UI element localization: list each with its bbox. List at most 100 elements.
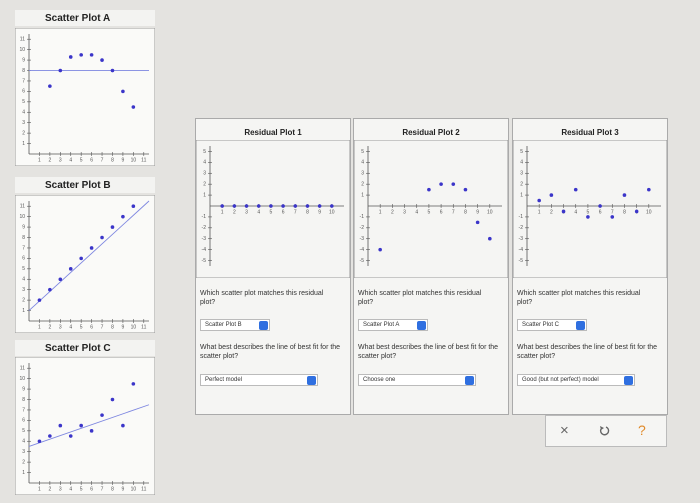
x-tick-label: 5 <box>80 157 83 163</box>
x-tick-label: 7 <box>611 209 614 215</box>
y-tick-label: 4 <box>22 110 25 116</box>
x-tick-label: 11 <box>141 157 146 163</box>
question: What best describes the line of best fit… <box>517 344 658 360</box>
x-tick-label: 5 <box>587 209 590 215</box>
point <box>48 287 52 292</box>
y-tick-label: 3 <box>361 171 364 177</box>
select-arrow[interactable] <box>465 376 474 385</box>
point <box>317 204 322 208</box>
answer-select[interactable]: Good (but not perfect) model <box>517 374 635 386</box>
y-tick-label: 7 <box>22 407 25 413</box>
point <box>439 182 443 186</box>
y-tick-label: 3 <box>22 449 25 455</box>
point <box>573 187 578 192</box>
fit-line <box>28 200 150 311</box>
x-tick-label: 5 <box>80 324 83 330</box>
x-tick-label: 10 <box>131 157 137 163</box>
select-arrow[interactable] <box>307 376 316 385</box>
x-tick-label: 1 <box>379 209 382 215</box>
point <box>256 204 261 208</box>
y-tick-label: -5 <box>202 258 207 264</box>
point <box>37 298 42 302</box>
y-tick-label: 6 <box>22 418 25 424</box>
x-tick-label: 4 <box>69 486 72 492</box>
point <box>110 397 115 402</box>
select-arrow[interactable] <box>624 376 633 385</box>
card-title: Residual Plot 3 <box>561 128 619 137</box>
x-tick-label: 6 <box>282 209 285 215</box>
y-tick-label: 1 <box>361 192 364 198</box>
point <box>463 187 468 192</box>
point <box>58 423 63 428</box>
point <box>48 84 52 88</box>
y-tick-label: -3 <box>519 236 524 242</box>
y-tick-label: 10 <box>19 47 25 53</box>
x-tick-label: 10 <box>487 209 493 215</box>
y-tick-label: -1 <box>519 214 524 220</box>
y-tick-label: 7 <box>22 78 25 84</box>
y-tick-label: 4 <box>22 277 25 283</box>
answer-select[interactable]: Choose one <box>358 374 476 386</box>
point <box>475 220 480 225</box>
card-title: Residual Plot 2 <box>402 128 460 137</box>
plot-title: Scatter Plot C <box>15 340 155 356</box>
x-tick-label: 10 <box>131 486 137 492</box>
select-arrow[interactable] <box>259 321 268 330</box>
y-tick-label: -4 <box>202 247 207 253</box>
y-tick-label: 1 <box>22 470 25 476</box>
question: Which scatter plot matches this residual… <box>517 290 641 306</box>
y-tick-label: 7 <box>22 245 25 251</box>
x-tick-label: 11 <box>141 324 146 330</box>
x-tick-label: 8 <box>111 157 114 163</box>
x-tick-label: 3 <box>403 209 406 215</box>
y-tick-label: 4 <box>22 439 25 445</box>
x-tick-label: 5 <box>80 486 83 492</box>
point <box>330 204 334 208</box>
answer-select[interactable]: Scatter Plot A <box>358 319 428 331</box>
y-tick-label: 5 <box>22 428 25 434</box>
point <box>48 434 52 438</box>
y-tick-label: 1 <box>520 192 523 198</box>
y-tick-label: 3 <box>22 120 25 126</box>
point <box>537 198 541 203</box>
y-tick-label: 8 <box>22 68 25 74</box>
x-tick-label: 5 <box>270 209 273 215</box>
answer-select[interactable]: Scatter Plot C <box>517 319 587 331</box>
y-tick-label: 2 <box>203 182 206 188</box>
x-tick-label: 10 <box>131 324 137 330</box>
x-tick-label: 2 <box>233 209 236 215</box>
help-button[interactable]: ? <box>638 422 646 438</box>
point <box>269 204 273 208</box>
answer-select[interactable]: Scatter Plot B <box>200 319 270 331</box>
x-tick-label: 4 <box>69 157 72 163</box>
question: What best describes the line of best fit… <box>358 344 499 360</box>
x-tick-label: 8 <box>306 209 309 215</box>
undo-button[interactable] <box>598 425 610 437</box>
point <box>121 89 125 94</box>
x-tick-label: 1 <box>538 209 541 215</box>
card-title: Residual Plot 1 <box>244 128 302 137</box>
y-tick-label: 2 <box>22 130 25 136</box>
x-tick-label: 9 <box>476 209 479 215</box>
y-tick-label: 2 <box>22 297 25 303</box>
close-button[interactable]: × <box>560 422 569 439</box>
point <box>281 204 285 208</box>
plot-background <box>196 140 350 278</box>
answer-select[interactable]: Perfect model <box>200 374 318 386</box>
y-tick-label: 11 <box>20 366 25 372</box>
y-tick-label: 9 <box>22 57 25 63</box>
question: Which scatter plot matches this residual… <box>358 290 482 306</box>
x-tick-label: 1 <box>38 486 41 492</box>
y-tick-label: -2 <box>202 225 207 231</box>
select-arrow[interactable] <box>417 321 426 330</box>
y-tick-label: 8 <box>22 235 25 241</box>
select-arrow[interactable] <box>576 321 585 330</box>
point <box>89 246 94 250</box>
x-tick-label: 6 <box>90 324 93 330</box>
point <box>451 182 456 186</box>
point <box>58 68 63 73</box>
x-tick-label: 1 <box>38 157 41 163</box>
y-tick-label: -3 <box>202 236 207 242</box>
y-tick-label: 9 <box>22 386 25 392</box>
